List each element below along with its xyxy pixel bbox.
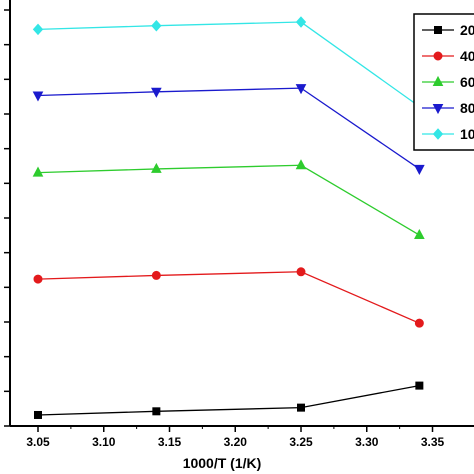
series-layer [32,16,425,419]
legend-label: 60 [460,74,474,90]
legend-marker [432,104,444,115]
series-10 [32,16,425,113]
data-point [32,166,44,177]
legend-label: 80 [460,100,474,116]
data-point [33,274,43,284]
x-tick-labels: 3.05 3.10 3.15 3.20 3.25 3.30 3.35 [26,435,444,449]
legend-label: 20 [460,22,474,38]
data-point [34,410,42,419]
data-point [296,267,306,277]
legend-item: 80 [422,100,474,116]
legend-label: 40 [460,48,474,64]
data-point [32,23,44,36]
legend: 20 40 60 80 10 [413,13,474,151]
data-point [151,270,161,280]
series-40 [33,267,424,328]
data-point [32,91,44,102]
data-point [414,228,425,240]
legend-marker [432,75,444,86]
data-point [151,87,162,98]
data-point [414,164,425,175]
legend-item: 10 [422,126,474,142]
x-axis-title: 1000/T (1/K) [183,455,262,471]
series-60 [32,159,425,240]
x-tick-label: 3.15 [158,435,182,449]
legend-label: 10 [460,126,474,142]
series-line [37,384,420,416]
data-point [151,19,162,32]
data-point [151,162,162,173]
series-line [37,271,420,324]
x-tick-label: 3.25 [289,435,313,449]
legend-item: 40 [422,48,474,64]
x-tick-label: 3.05 [26,435,50,449]
series-80 [32,84,425,175]
legend-marker [432,128,444,140]
series-line [37,164,420,236]
series-line [37,21,420,108]
legend-item: 20 [422,22,474,38]
data-point [295,16,307,28]
series-20 [34,381,424,419]
data-point [152,407,161,416]
data-point [297,403,306,412]
data-point [414,318,424,328]
data-point [295,84,307,95]
legend-item: 60 [422,74,474,90]
data-point [295,159,307,170]
legend-marker [434,26,442,34]
plot-axes [4,0,474,432]
x-tick-label: 3.20 [224,435,248,449]
x-tick-label: 3.30 [355,435,379,449]
data-point [415,381,424,390]
legend-marker [433,51,443,61]
series-line [37,87,420,170]
x-tick-label: 3.10 [92,435,116,449]
x-tick-label: 3.35 [421,435,445,449]
